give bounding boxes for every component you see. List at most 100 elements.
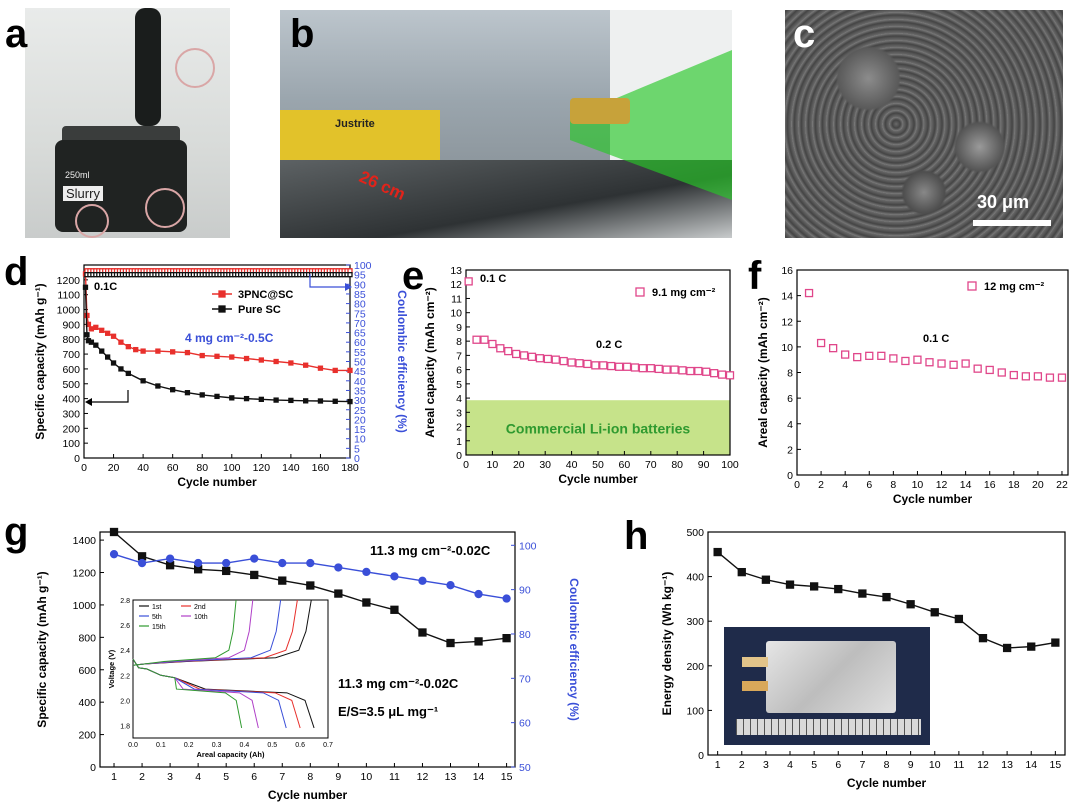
y-tick-label: 0 — [74, 453, 80, 465]
data-point — [901, 356, 910, 366]
y-tick-label: 400 — [78, 697, 96, 709]
data-point — [306, 581, 315, 590]
data-point — [834, 584, 843, 594]
y-tick-label: 13 — [450, 265, 462, 277]
data-point — [250, 570, 259, 580]
data-point — [165, 561, 175, 570]
y2-tick-label: 100 — [354, 260, 372, 272]
data-point — [347, 367, 353, 374]
legend-label: Pure SC — [238, 304, 281, 316]
chart-g: 1 2 3 4 5 6 7 8 9 10 11 12 13 14 150200400600800100012… — [35, 527, 581, 802]
data-point — [853, 352, 862, 362]
data-point — [670, 365, 679, 374]
data-point — [519, 351, 529, 360]
x-tick-label: 80 — [196, 462, 208, 474]
x-tick-label: 13 — [445, 771, 457, 783]
data-point — [278, 576, 287, 585]
data-point — [502, 634, 511, 643]
x-tick-label: 9 — [908, 759, 914, 771]
inset-legend-label: 15th — [152, 624, 166, 631]
data-point — [303, 398, 309, 404]
y-tick-label: 7 — [456, 350, 462, 362]
x-tick-label: 0 — [463, 459, 469, 471]
data-point — [816, 338, 826, 348]
legend-marker — [218, 305, 226, 313]
arrow-head — [85, 398, 92, 406]
annotation-loading: 11.3 mg cm⁻²-0.02C — [338, 676, 459, 691]
x-tick-label: 0 — [794, 479, 800, 491]
x-tick-label: 22 — [1056, 479, 1068, 491]
x-axis-label: Cycle number — [893, 492, 973, 505]
data-point — [88, 339, 95, 345]
data-point — [418, 576, 427, 585]
x-tick-label: 20 — [1032, 479, 1044, 491]
x-tick-label: 6 — [866, 479, 872, 491]
data-point — [229, 354, 235, 360]
x-tick-label: 120 — [253, 462, 271, 474]
y2-tick-label: 65 — [354, 328, 366, 340]
data-point — [551, 355, 560, 364]
y2-tick-label: 70 — [354, 318, 366, 330]
y-tick-label: 10 — [781, 342, 793, 354]
data-point — [273, 358, 279, 365]
annotation-rate: 0.1C — [94, 281, 117, 293]
data-point — [889, 354, 898, 363]
x-tick-label: 15 — [501, 771, 513, 783]
x-tick-label: 4 — [842, 479, 848, 491]
data-point — [93, 324, 99, 331]
inset-legend-label: 1st — [152, 604, 161, 611]
inset-x-tick-label: 0.7 — [323, 742, 333, 749]
jar-volume-label: 250ml — [65, 170, 90, 180]
x-tick-label: 6 — [251, 771, 257, 783]
inset-charge-curve — [132, 599, 237, 666]
commercial-band-label: Commercial Li-ion batteries — [506, 421, 691, 437]
y-tick-label: 9 — [456, 322, 462, 334]
legend-marker — [218, 290, 226, 298]
y-tick-label: 1 — [456, 436, 462, 448]
y-axis-label: Areal capacity (mAh cm⁻²) — [756, 297, 770, 447]
data-point — [170, 387, 176, 393]
data-point — [229, 395, 235, 401]
y2-tick-label: 100 — [519, 540, 537, 552]
y-tick-label: 5 — [456, 379, 462, 391]
x-tick-label: 3 — [763, 759, 769, 771]
paint-stream — [135, 8, 161, 126]
x-tick-label: 11 — [953, 759, 964, 771]
data-point — [222, 558, 231, 568]
y-tick-label: 1200 — [57, 275, 81, 287]
y2-tick-label: 25 — [354, 405, 366, 417]
data-point — [82, 284, 89, 290]
photo-pouch-cell — [724, 627, 930, 745]
data-point — [184, 349, 191, 356]
y-tick-label: 1000 — [73, 600, 97, 612]
y2-tick-label: 45 — [354, 366, 366, 378]
x-tick-label: 4 — [787, 759, 793, 771]
data-point — [638, 364, 648, 373]
x-tick-label: 180 — [341, 462, 359, 474]
x-tick-label: 10 — [929, 759, 941, 771]
data-point — [118, 366, 124, 372]
panel-letter-c: c — [793, 12, 816, 56]
data-point — [913, 355, 922, 364]
data-point — [1009, 370, 1018, 380]
x-tick-label: 70 — [645, 459, 657, 471]
data-point — [575, 359, 584, 368]
photo-sem: 30 μm — [785, 10, 1063, 238]
data-point — [1033, 372, 1043, 381]
y-tick-label: 400 — [686, 572, 704, 584]
y-tick-label: 1100 — [57, 290, 80, 302]
data-point — [155, 383, 161, 389]
inset-x-tick-label: 0.0 — [128, 742, 138, 749]
data-point — [496, 344, 505, 353]
legend-label: 12 mg cm⁻² — [984, 281, 1045, 293]
data-point — [109, 527, 119, 537]
jar-lid — [62, 126, 180, 144]
x-tick-label: 40 — [566, 459, 578, 471]
x-tick-label: 12 — [936, 479, 948, 491]
data-point — [725, 371, 735, 380]
data-point — [906, 600, 915, 609]
data-point — [997, 368, 1006, 377]
data-point — [1002, 643, 1012, 653]
coater-bed — [280, 160, 732, 238]
data-point — [317, 398, 324, 404]
